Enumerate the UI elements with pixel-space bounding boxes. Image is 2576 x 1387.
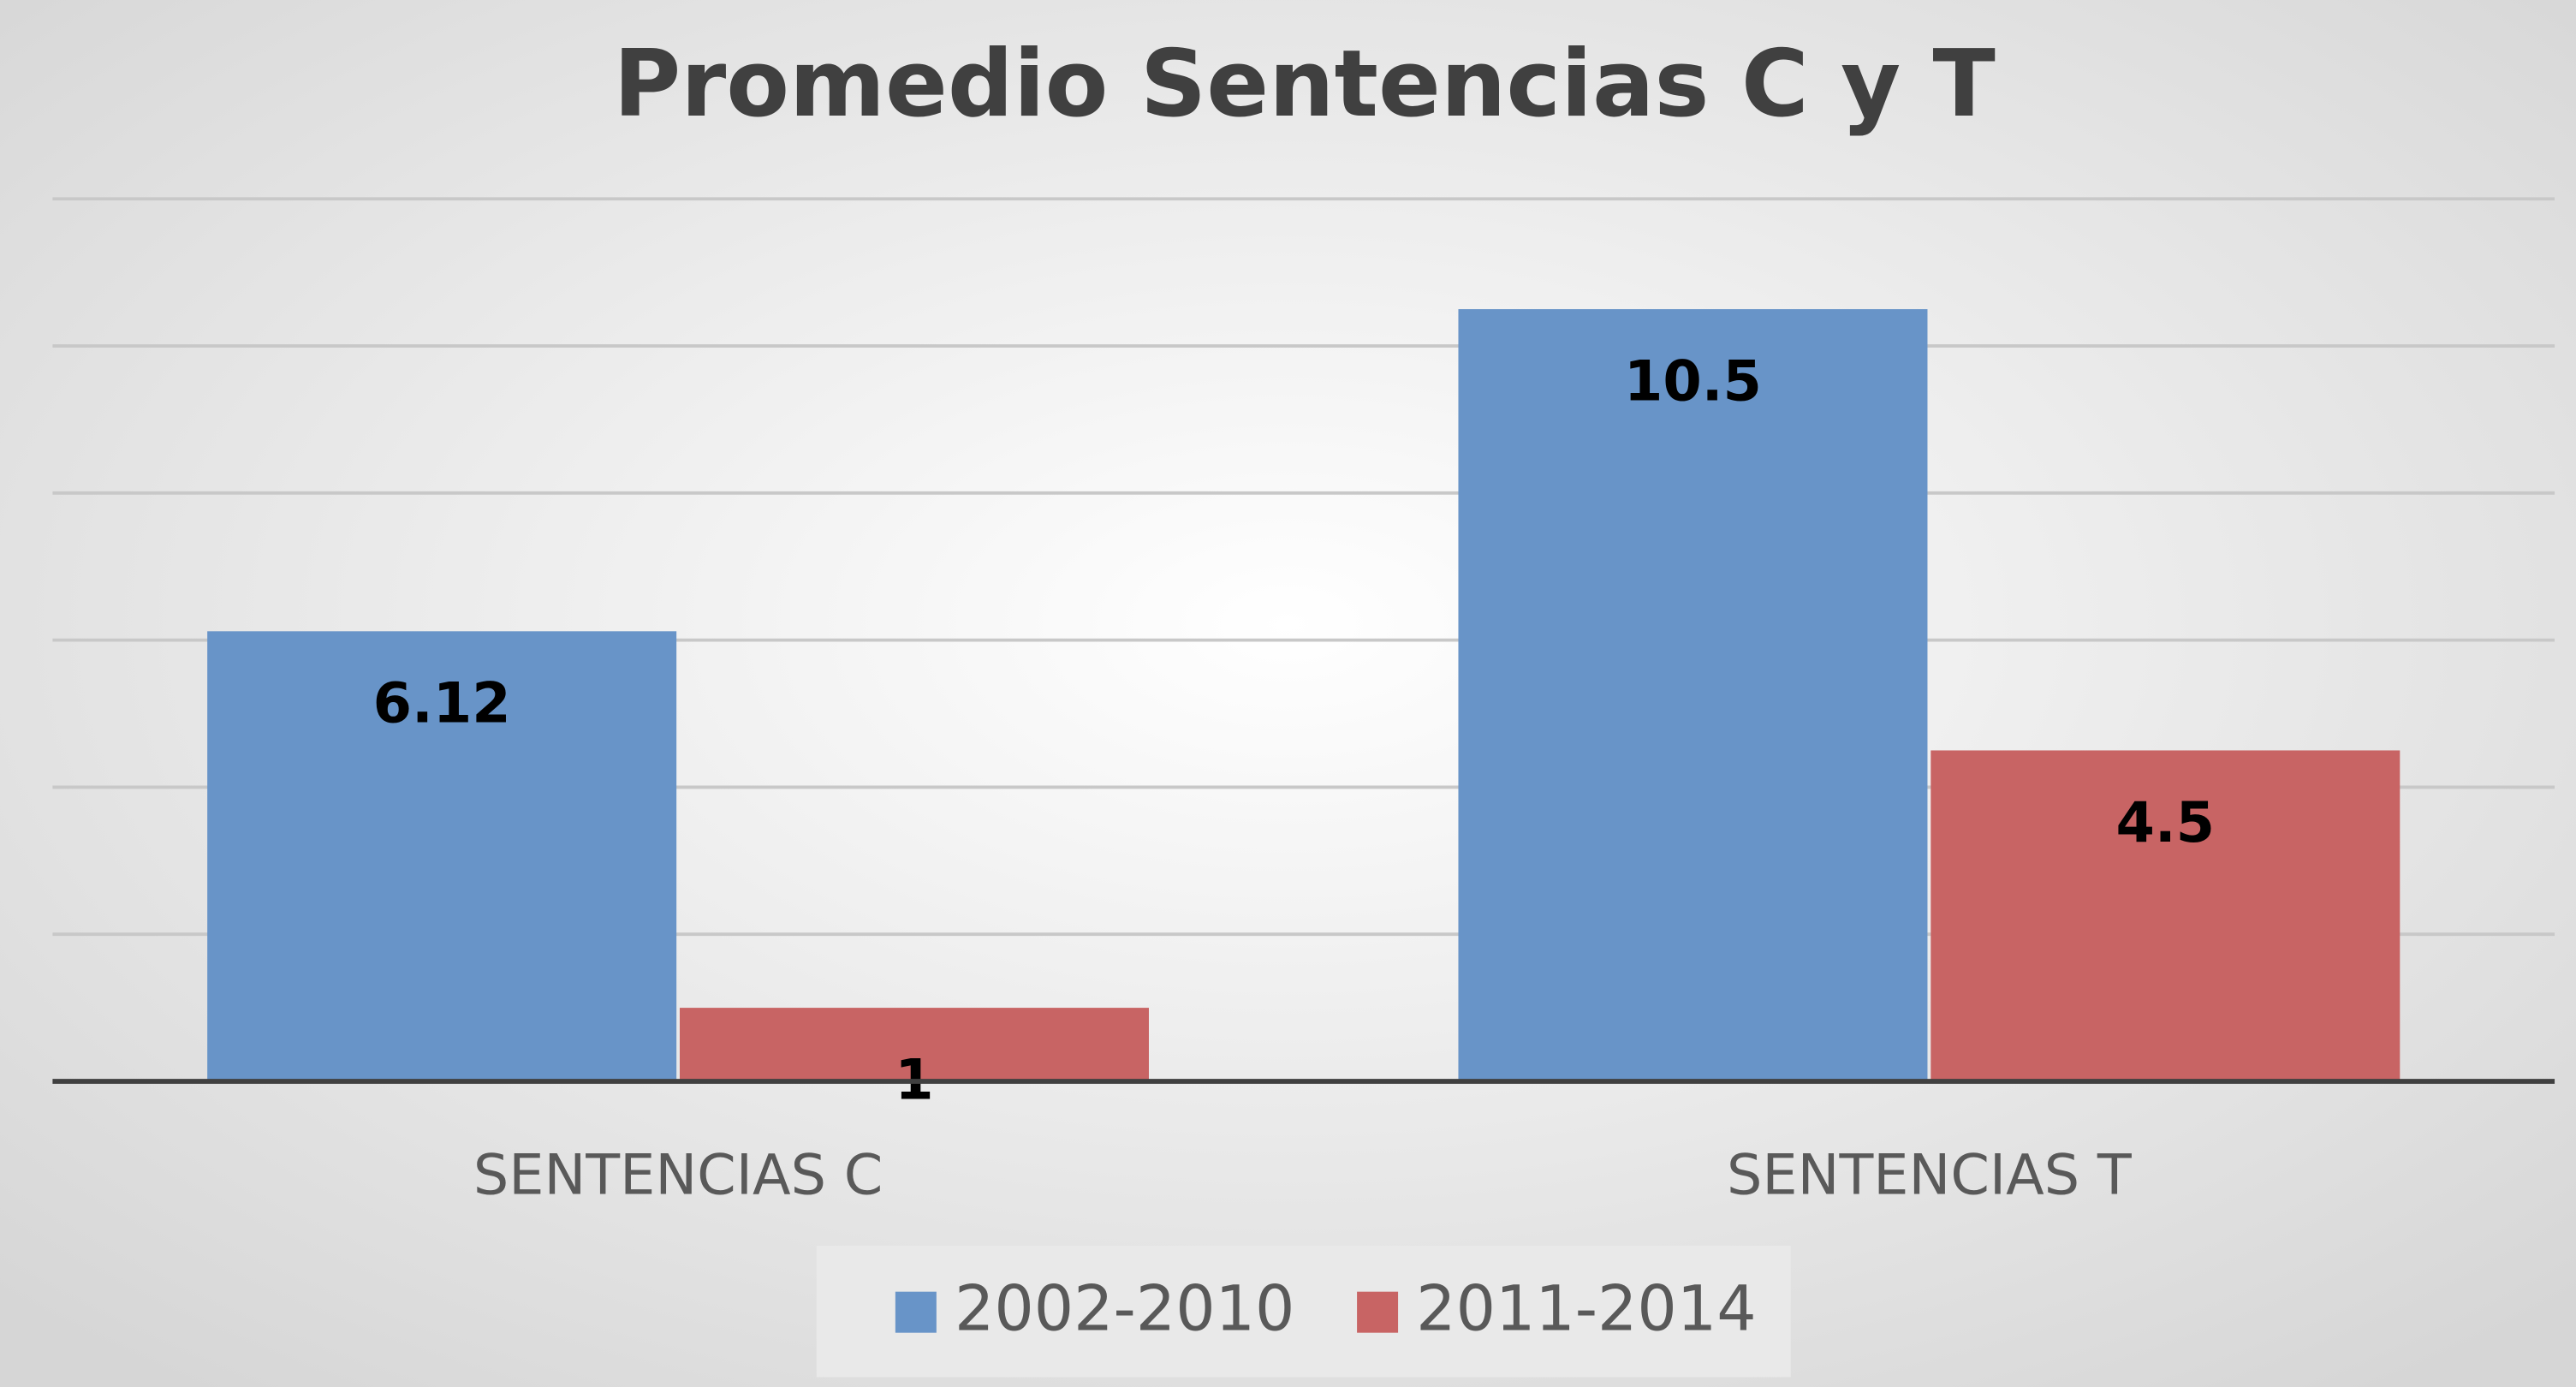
legend-swatch	[895, 1291, 937, 1333]
legend-label: 2011-2014	[1416, 1273, 1756, 1346]
legend-box	[816, 1245, 1791, 1378]
bar	[679, 1008, 1149, 1081]
bar	[1931, 750, 2400, 1081]
bar	[1458, 309, 1928, 1081]
chart-title: Promedio Sentencias C y T	[613, 31, 1995, 138]
x-tick-label: SENTENCIAS T	[1727, 1142, 2133, 1207]
legend-swatch	[1357, 1291, 1399, 1333]
data-label: 4.5	[2116, 790, 2216, 855]
data-label: 6.12	[373, 671, 511, 736]
legend-label: 2002-2010	[955, 1273, 1294, 1346]
bar	[207, 631, 677, 1081]
x-tick-label: SENTENCIAS C	[473, 1142, 883, 1207]
data-label: 10.5	[1624, 348, 1762, 414]
